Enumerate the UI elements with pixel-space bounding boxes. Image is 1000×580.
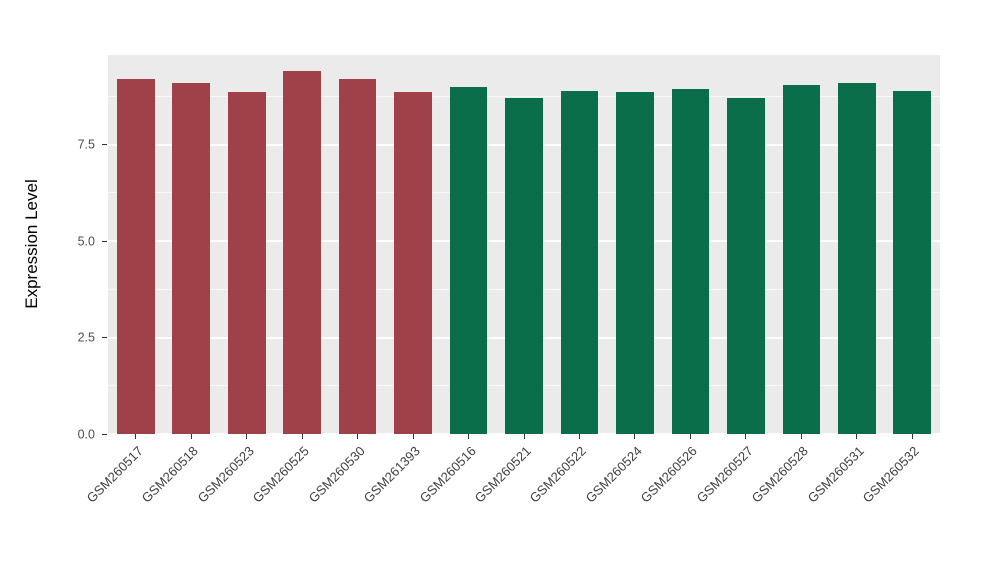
x-axis-ticks (108, 434, 940, 440)
plot-panel (108, 55, 940, 435)
bar-GSM260526 (671, 88, 710, 434)
y-tick-label: 0.0 (77, 426, 95, 441)
y-tick-label: 5.0 (77, 233, 95, 248)
x-tick-mark (800, 434, 802, 439)
x-tick-mark (246, 434, 248, 439)
gridline-minor (108, 95, 940, 97)
bar-slot (108, 55, 163, 434)
bar-GSM260531 (837, 82, 876, 434)
bar-slot (163, 55, 218, 434)
x-tick-mark (578, 434, 580, 439)
x-tick-mark (745, 434, 747, 439)
x-tick-mark (412, 434, 414, 439)
x-tick-mark (190, 434, 192, 439)
x-tick-mark (634, 434, 636, 439)
bar-GSM260521 (505, 98, 543, 434)
x-axis-labels: GSM260517 GSM260518 GSM260523 GSM260525 GSM2… (83, 442, 940, 562)
y-tick-mark (102, 240, 107, 242)
bar-GSM260525 (283, 71, 321, 434)
bar-GSM260522 (560, 90, 599, 434)
x-tick-mark (856, 434, 858, 439)
bar-slot (441, 55, 496, 434)
bar-slot (663, 55, 718, 434)
bar-slot (885, 55, 940, 434)
x-tick-label-GSM260516: GSM260516 (416, 443, 479, 506)
x-tick-label-GSM260524: GSM260524 (582, 443, 645, 506)
bar-slot (330, 55, 385, 434)
bar-GSM260528 (782, 84, 821, 434)
y-tick-label: 7.5 (77, 137, 95, 152)
x-tick-mark (911, 434, 913, 439)
x-tick-label-GSM260532: GSM260532 (859, 443, 923, 506)
x-tick-mark (301, 434, 303, 439)
x-tick-label-GSM260521: GSM260521 (471, 443, 534, 506)
bar-slot (496, 55, 551, 434)
bar-slot (219, 55, 274, 434)
x-tick-mark (689, 434, 691, 439)
x-tick-label-GSM260531: GSM260531 (804, 443, 867, 506)
bar-GSM260516 (449, 86, 488, 434)
y-tick-mark (102, 337, 107, 339)
x-tick-label-GSM260518: GSM260518 (138, 443, 202, 506)
bar-slot (718, 55, 773, 434)
y-axis-ticks: 0.0 2.5 5.0 7.5 (0, 55, 108, 440)
x-tick-label-GSM260517: GSM260517 (83, 443, 146, 506)
x-tick-label-GSM260530: GSM260530 (305, 443, 368, 506)
x-tick-label-GSM261393: GSM261393 (360, 443, 423, 506)
y-tick-mark (102, 433, 107, 435)
bar-GSM260524 (616, 92, 654, 434)
x-tick-mark (135, 434, 137, 439)
x-tick-label-GSM260525: GSM260525 (249, 443, 313, 506)
bars-container (108, 55, 940, 434)
bar-slot (774, 55, 829, 434)
x-tick-label-GSM260526: GSM260526 (638, 443, 701, 506)
bar-GSM260530 (338, 78, 377, 434)
bar-GSM261393 (394, 92, 432, 434)
bar-GSM260517 (116, 78, 155, 434)
x-tick-label-GSM260528: GSM260528 (749, 443, 812, 506)
bar-GSM260518 (172, 82, 211, 434)
x-tick-label-GSM260527: GSM260527 (693, 443, 756, 506)
x-tick-mark (468, 434, 470, 439)
bar-slot (552, 55, 607, 434)
bar-GSM260527 (727, 98, 765, 434)
y-tick-label: 2.5 (77, 330, 95, 345)
bar-slot (274, 55, 329, 434)
bar-slot (829, 55, 884, 434)
x-tick-mark (523, 434, 525, 439)
x-tick-label-GSM260522: GSM260522 (527, 443, 590, 506)
y-tick-mark (102, 144, 107, 146)
bar-GSM260523 (227, 92, 266, 434)
bar-slot (607, 55, 662, 434)
bar-GSM260532 (893, 90, 932, 434)
x-tick-mark (357, 434, 359, 439)
x-tick-label-GSM260523: GSM260523 (194, 443, 257, 506)
bar-slot (385, 55, 440, 434)
